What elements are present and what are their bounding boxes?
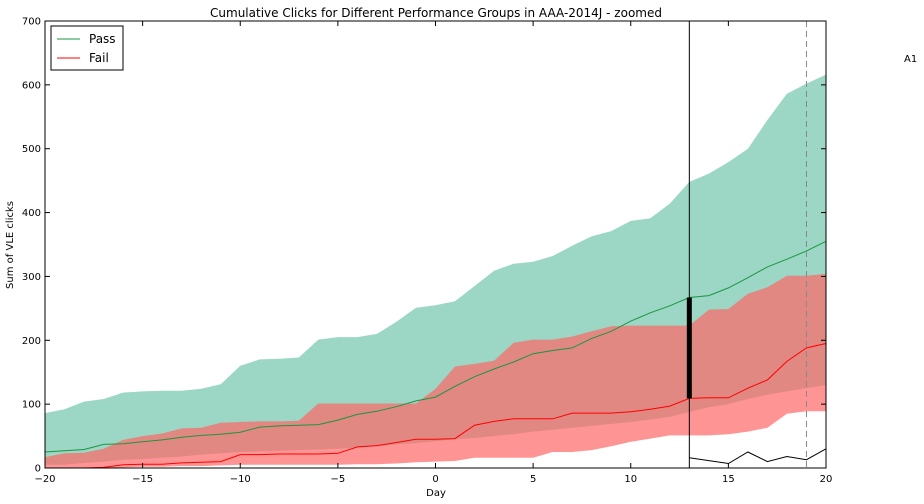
x-axis-label: Day xyxy=(426,488,446,499)
x-tick-label: −5 xyxy=(331,474,346,485)
y-axis-label: Sum of VLE clicks xyxy=(5,201,16,289)
y-tick-label: 200 xyxy=(22,336,41,347)
x-tick-label: 15 xyxy=(722,474,735,485)
x-tick-label: −15 xyxy=(132,474,153,485)
legend: Pass Fail xyxy=(50,25,124,71)
x-tick-label: −20 xyxy=(34,474,55,485)
line-pass-median xyxy=(44,240,827,453)
line-fail-median xyxy=(45,343,827,469)
chart-title: Cumulative Clicks for Different Performa… xyxy=(210,6,662,20)
y-tick-label: 300 xyxy=(22,272,41,283)
plot-area xyxy=(44,21,827,469)
x-tick-label: 20 xyxy=(820,474,833,485)
extra-series-line xyxy=(689,448,827,465)
side-label: A1 xyxy=(904,54,917,65)
y-tick-label: 500 xyxy=(22,144,41,155)
x-tick-label: 0 xyxy=(432,474,438,485)
y-tick-label: 600 xyxy=(22,80,41,91)
legend-pass-label: Pass xyxy=(89,32,116,46)
legend-fail-label: Fail xyxy=(89,51,109,65)
x-tick-label: 5 xyxy=(530,474,536,485)
y-tick-label: 400 xyxy=(22,208,41,219)
band-fail xyxy=(45,273,826,468)
axis-ticks: −20 −15 −10 −5 0 5 10 15 20010020030040050060070… xyxy=(22,17,832,486)
legend-box xyxy=(50,25,124,71)
x-tick-label: −10 xyxy=(230,474,251,485)
y-tick-label: 100 xyxy=(22,400,41,411)
x-tick-label: 10 xyxy=(624,474,637,485)
y-tick-label: 0 xyxy=(35,464,41,475)
y-tick-label: 700 xyxy=(22,17,41,28)
